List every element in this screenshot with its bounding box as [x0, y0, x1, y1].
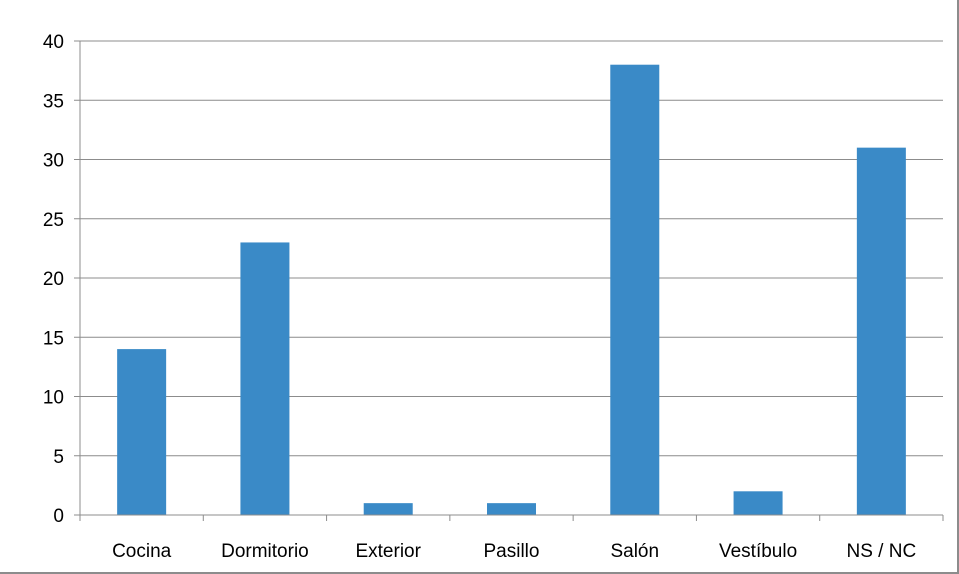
gridlines: [80, 40, 943, 457]
y-tick-label: 5: [53, 447, 64, 468]
x-tick-label: Dormitorio: [221, 541, 309, 562]
bar: [117, 349, 167, 515]
bar: [240, 242, 290, 515]
tick-labels: 0 5 10 15 20 25 30 35 40 Cocina Dormitorio Exterior…: [43, 32, 916, 562]
bars: [117, 64, 906, 515]
x-tick-label: Pasillo: [484, 541, 540, 562]
axes: [74, 40, 944, 521]
bar: [363, 503, 413, 515]
x-tick-label: Exterior: [355, 541, 421, 562]
y-tick-label: 10: [43, 388, 64, 409]
y-tick-label: 20: [43, 269, 64, 290]
x-tick-label: Cocina: [112, 541, 172, 562]
y-tick-label: 25: [43, 210, 64, 231]
y-tick-label: 15: [43, 328, 64, 349]
bar: [856, 147, 906, 515]
y-tick-label: 30: [43, 151, 64, 172]
y-tick-label: 0: [53, 506, 64, 527]
bar: [610, 64, 660, 515]
bar: [487, 503, 536, 515]
bar: [733, 491, 783, 515]
x-tick-label: NS / NC: [847, 541, 917, 562]
x-tick-label: Vestíbulo: [719, 541, 797, 562]
x-tick-label: Salón: [610, 541, 659, 562]
y-tick-label: 35: [43, 91, 64, 112]
y-tick-label: 40: [43, 32, 64, 53]
